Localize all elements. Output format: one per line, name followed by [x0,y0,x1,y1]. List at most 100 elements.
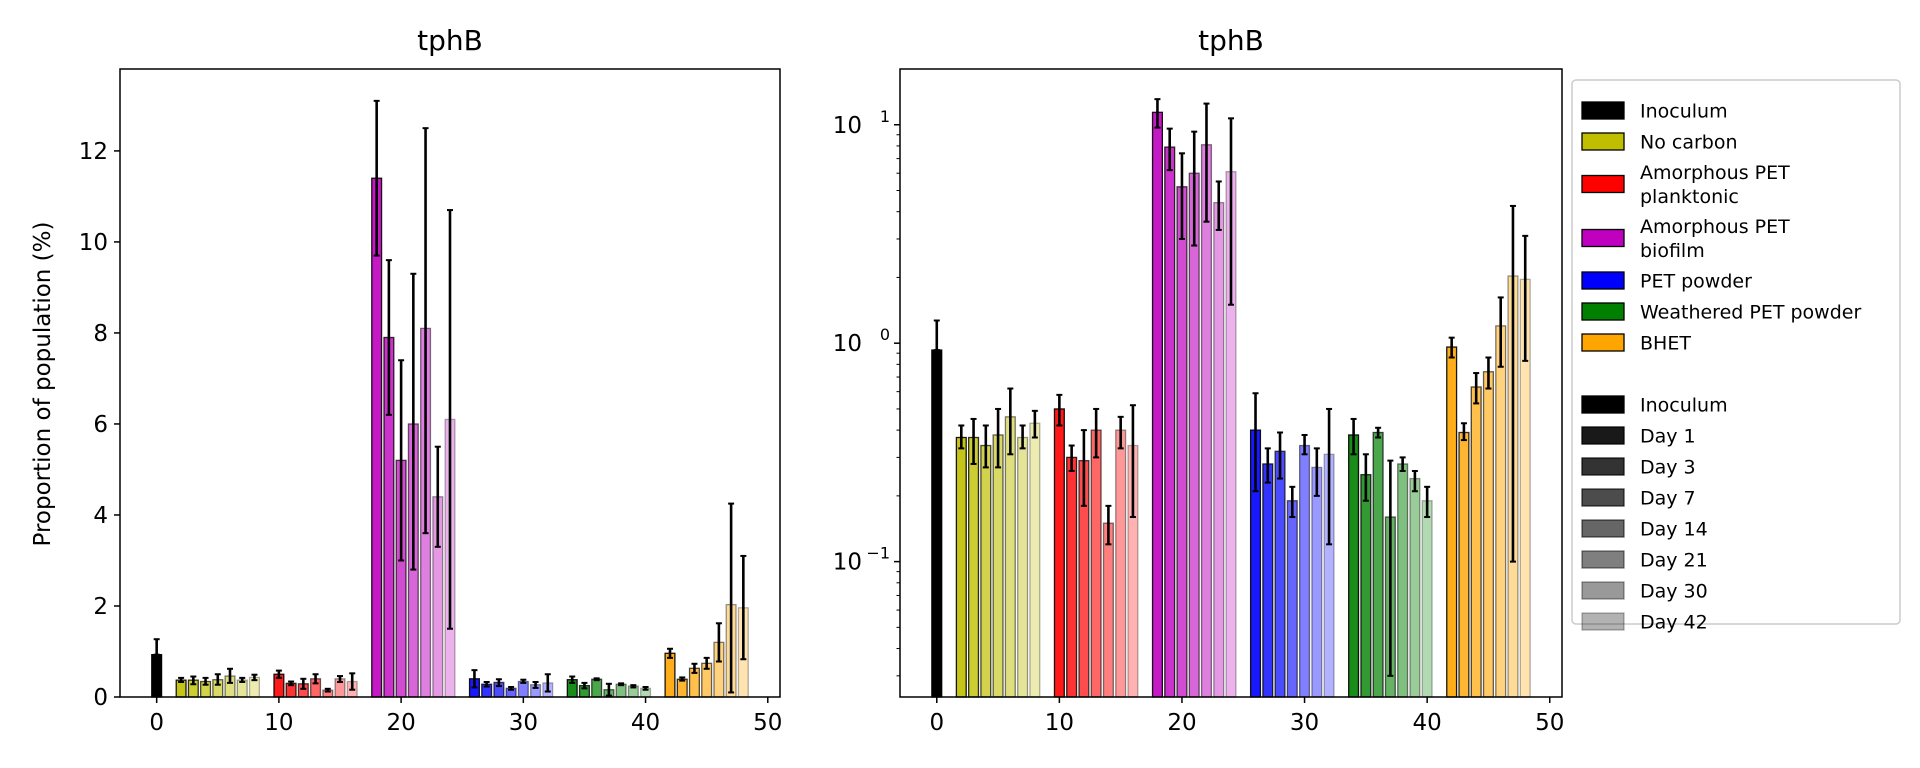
error-bar [1460,422,1467,442]
legend-label: Day 3 [1640,457,1696,479]
legend-label: Day 7 [1640,488,1696,510]
bar [1397,463,1409,698]
error-bar [324,687,331,693]
x-tick-label: 30 [509,710,538,736]
error-bar [1191,130,1198,247]
bar [992,434,1004,698]
plot-frame [899,68,1563,698]
error-bar [1178,152,1185,240]
y-tick-label: 10 [833,550,862,576]
legend-swatch [1581,457,1625,476]
legend-swatch [1581,488,1625,507]
x-tick-label: 10 [1045,710,1074,736]
x-tick-label: 10 [264,710,293,736]
y-tick-label: 10 [833,331,862,357]
legend-label: Day 1 [1640,426,1696,448]
legend-entry: No carbon [1581,132,1738,154]
error-bar [1448,336,1455,359]
bar [151,654,163,698]
error-bar [679,676,686,682]
error-bar [1387,459,1394,677]
bar [1421,500,1433,698]
bar [1090,429,1102,698]
error-bar [178,676,185,683]
legend-entry: Day 3 [1581,457,1696,479]
legend-entry: PET powder [1581,271,1752,293]
error-bar [581,681,588,690]
error-bar [1080,429,1087,507]
legend-entry: Day 7 [1581,488,1696,510]
error-bar [202,676,209,686]
error-bar [1375,426,1382,439]
error-bar [1350,417,1357,456]
bar [1262,463,1274,698]
bar [1200,144,1213,698]
legend-swatch [1581,302,1625,321]
legend-swatch [1581,132,1625,151]
error-bar [483,680,490,688]
error-bar [703,656,710,670]
x-tick-label: 40 [631,710,660,736]
legend-entry: Day 21 [1581,550,1708,572]
error-bar [153,638,160,656]
linear-scale-chart: tphB Proportion of population (%) 0 10 20 3… [30,24,782,736]
error-bar [1326,407,1333,546]
x-tick-label: 50 [753,710,782,736]
error-bar [1399,456,1406,472]
bar [676,678,688,698]
error-bar [1362,453,1369,502]
bar [1348,434,1360,698]
bar [1482,371,1495,698]
error-bar [410,272,417,571]
y-tick-label: 10 [79,230,108,256]
legend-label: BHET [1640,333,1691,355]
bar [1164,146,1176,698]
error-bar [1031,409,1038,439]
chart-title: tphB [1198,24,1264,57]
legend-swatch [1581,550,1625,569]
error-bar [251,673,258,682]
bar [1299,444,1311,698]
chart-title: tphB [417,24,483,57]
legend-label: Day 14 [1640,519,1708,541]
bar [1470,386,1482,698]
legend-label: PET powder [1640,271,1752,293]
error-bar [1301,433,1308,456]
y-tick-label: 0 [93,685,108,711]
error-bar [1411,469,1418,493]
error-bar [1129,404,1136,519]
legend-entry: Day 42 [1581,612,1708,634]
bar [931,349,943,698]
error-bar [349,672,356,691]
legend-entry: Weathered PET powder [1581,302,1861,324]
error-bar [239,676,246,683]
error-bar [728,502,735,694]
legend-swatch [1581,581,1625,600]
error-bar [1215,180,1222,231]
y-tick-label: 10 [833,113,862,139]
error-bar [593,677,600,682]
error-bar [618,682,625,687]
bar [1017,436,1029,698]
legend-label: Inoculum [1640,101,1728,123]
error-bar [1019,424,1026,450]
legend-entry: BHET [1581,333,1691,355]
error-bar [569,675,576,684]
bar [1409,477,1421,698]
y-tick-label: 6 [93,412,108,438]
x-ticks: 0 10 20 30 40 50 [929,697,1564,736]
legend-entry: Inoculum [1581,101,1728,123]
plot-frame [119,68,781,698]
error-bar [471,669,478,689]
bar [1458,431,1470,698]
error-bar [312,673,319,685]
error-bar [214,673,221,686]
error-bar [1289,485,1296,519]
bar [1176,186,1188,698]
error-bar [1007,387,1014,456]
error-bar [422,127,429,535]
error-bar [385,259,392,416]
y-tick-exponent: 1 [880,107,890,126]
error-bar [1203,102,1210,223]
bar [980,444,992,698]
